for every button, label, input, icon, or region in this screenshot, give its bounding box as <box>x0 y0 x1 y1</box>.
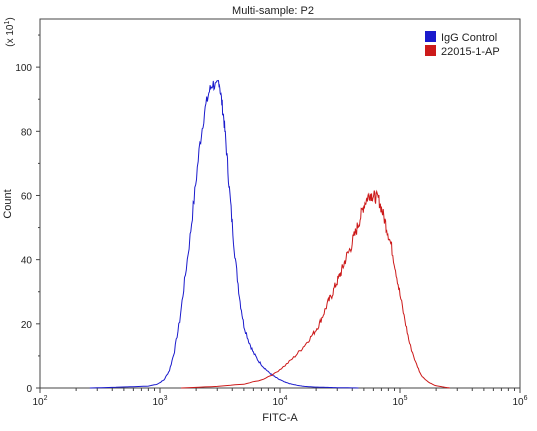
x-axis-label: FITC-A <box>262 412 298 424</box>
y-multiplier-label: (x 101) <box>4 17 16 46</box>
legend-label: 22015-1-AP <box>441 46 500 58</box>
series-layer <box>89 79 450 389</box>
x-tick-base: 10 <box>152 397 164 408</box>
x-tick-exp: 3 <box>164 395 168 402</box>
y-tick-label: 80 <box>21 127 33 138</box>
x-tick-label: 104 <box>272 395 287 408</box>
x-tick-label: 106 <box>512 395 527 408</box>
y-axis-ticks: 0 20 40 60 80 100 <box>15 34 40 395</box>
legend-swatch <box>425 31 436 42</box>
series-line-antibody <box>181 189 450 389</box>
y-tick-label: 0 <box>26 384 32 395</box>
y-multiplier-exp: 1 <box>4 21 11 25</box>
x-tick-base: 10 <box>32 397 44 408</box>
x-tick-exp: 4 <box>284 395 288 402</box>
legend: IgG Control 22015-1-AP <box>425 31 500 58</box>
x-tick-label: 102 <box>32 395 47 408</box>
y-tick-label: 100 <box>15 63 32 74</box>
plot-border <box>39 18 521 389</box>
x-tick-label: 103 <box>152 395 167 408</box>
chart-title: Multi-sample: P2 <box>232 5 314 17</box>
x-tick-exp: 2 <box>44 395 48 402</box>
x-axis-ticks: 102 103 104 105 106 <box>32 388 528 408</box>
y-tick-label: 40 <box>21 256 33 267</box>
y-multiplier-text: (x 10 <box>5 24 16 47</box>
x-tick-exp: 6 <box>524 395 528 402</box>
x-tick-base: 10 <box>272 397 284 408</box>
plot-frame <box>39 18 521 389</box>
x-tick-label: 105 <box>392 395 407 408</box>
y-tick-label: 60 <box>21 191 33 202</box>
x-tick-exp: 5 <box>404 395 408 402</box>
y-axis-label: Count <box>2 189 14 218</box>
series-line-igg-control <box>89 79 359 389</box>
x-tick-base: 10 <box>392 397 404 408</box>
legend-label: IgG Control <box>441 32 497 44</box>
y-tick-label: 20 <box>21 320 33 331</box>
legend-swatch <box>425 45 436 56</box>
x-tick-base: 10 <box>512 397 524 408</box>
